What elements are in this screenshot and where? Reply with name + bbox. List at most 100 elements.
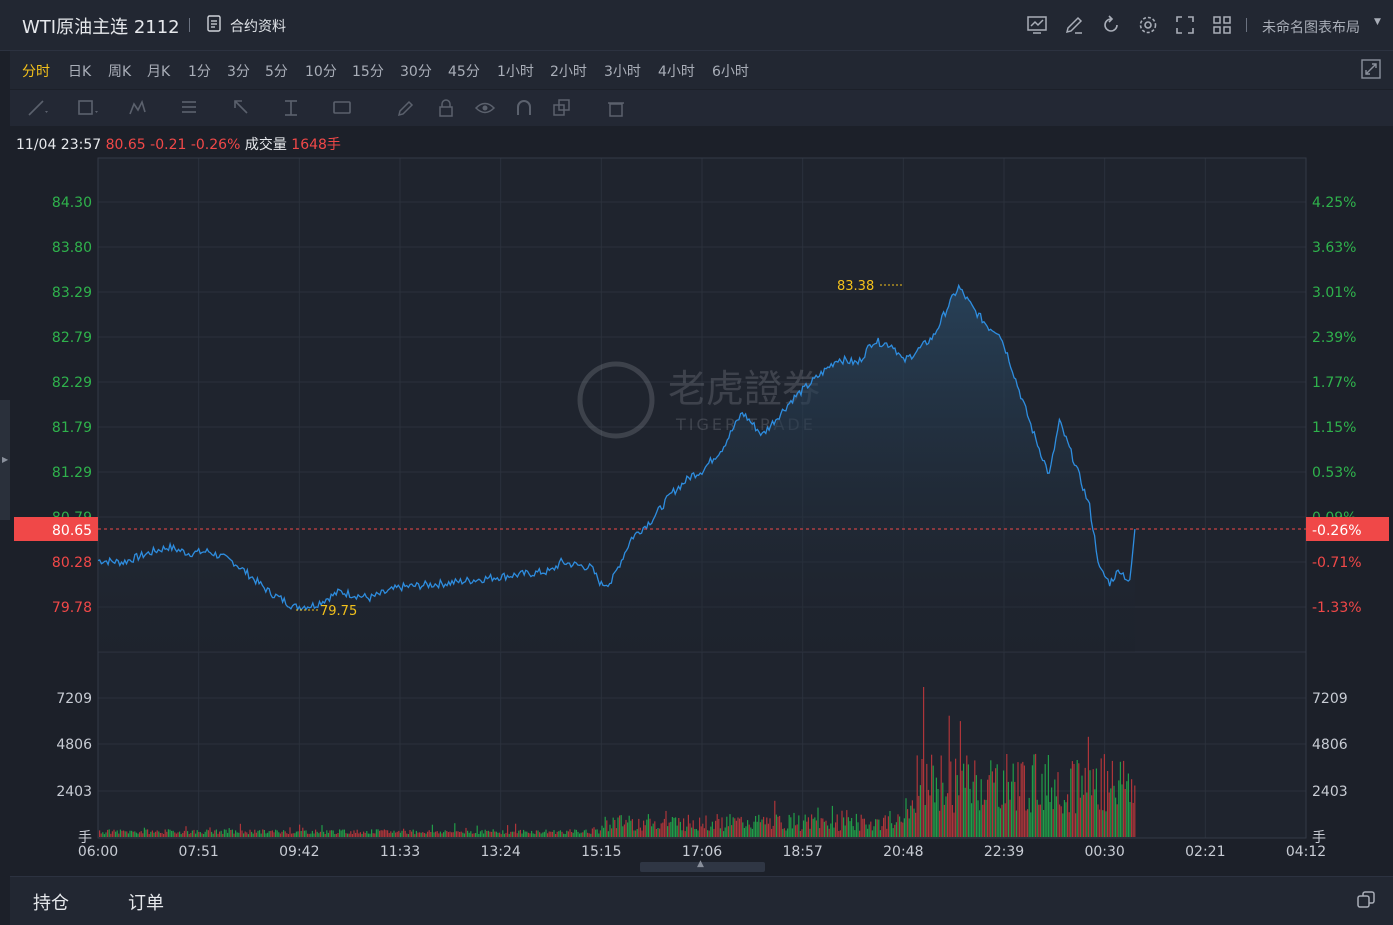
volume-bar <box>819 828 821 837</box>
volume-bar <box>873 826 875 837</box>
volume-bar <box>1025 810 1027 837</box>
volume-bar <box>489 831 491 837</box>
volume-bar <box>897 814 899 837</box>
volume-bar <box>643 820 645 837</box>
panel-collapse-handle[interactable]: ▲ <box>640 859 765 872</box>
period-tab[interactable]: 日K <box>68 64 92 80</box>
volume-bar <box>134 831 136 837</box>
expand-icon[interactable] <box>1361 59 1381 79</box>
volume-bar <box>611 828 613 837</box>
volume-bar <box>868 824 870 837</box>
period-tab[interactable]: 1分 <box>188 64 211 80</box>
volume-bar <box>331 830 333 837</box>
grid-icon[interactable] <box>1211 14 1233 36</box>
volume-bar <box>329 830 331 837</box>
fib-tool-icon[interactable] <box>180 98 202 118</box>
period-tab[interactable]: 2小时 <box>550 64 587 80</box>
period-tab[interactable]: 30分 <box>400 64 432 80</box>
eye-icon[interactable] <box>474 98 496 118</box>
volume-bar <box>342 829 344 837</box>
volume-bar <box>737 817 739 837</box>
tab-positions[interactable]: 持仓 <box>33 893 69 914</box>
volume-bar <box>700 826 702 837</box>
volume-bar <box>364 832 366 837</box>
tab-orders[interactable]: 订单 <box>128 893 164 914</box>
volume-bar <box>211 831 213 837</box>
refresh-icon[interactable] <box>1100 14 1122 36</box>
magnet-icon[interactable] <box>513 98 535 118</box>
left-panel-toggle[interactable]: ▶ <box>0 400 10 520</box>
caret-down-icon[interactable]: ▼ <box>1374 17 1381 27</box>
volume-bar <box>655 829 657 837</box>
measure-tool-icon[interactable] <box>282 98 304 118</box>
period-tab[interactable]: 月K <box>147 64 171 80</box>
volume-bar <box>433 832 435 837</box>
volume-bar <box>867 828 869 837</box>
period-tab[interactable]: 5分 <box>265 64 288 80</box>
volume-bar <box>1132 802 1134 837</box>
volume-bar <box>878 819 880 837</box>
volume-bar <box>230 830 232 837</box>
volume-bar <box>369 833 371 837</box>
period-tab[interactable]: 周K <box>108 64 132 80</box>
clone-icon[interactable] <box>551 98 573 118</box>
volume-bar <box>831 805 833 837</box>
volume-bar <box>657 828 659 837</box>
volume-bar <box>1068 812 1070 837</box>
volume-bar <box>665 810 667 837</box>
volume-bar <box>598 833 600 837</box>
period-tab[interactable]: 45分 <box>448 64 480 80</box>
volume-bar <box>1047 755 1049 837</box>
trash-icon[interactable] <box>605 98 627 118</box>
volume-bar <box>691 827 693 837</box>
volume-bar <box>287 834 289 837</box>
annotation-tool-icon[interactable] <box>332 98 354 118</box>
volume-bar <box>335 833 337 837</box>
chart-icon[interactable] <box>1026 14 1048 36</box>
pen-tool-icon[interactable] <box>395 98 417 118</box>
volume-bar <box>308 833 310 837</box>
settings-icon[interactable] <box>1137 14 1159 36</box>
volume-bar <box>817 807 819 837</box>
volume-bar <box>820 818 822 837</box>
period-tab[interactable]: 6小时 <box>712 64 749 80</box>
volume-bar <box>900 821 902 837</box>
layout-selector[interactable]: 未命名图表布局 <box>1262 20 1360 36</box>
period-tab[interactable]: 10分 <box>305 64 337 80</box>
volume-bar <box>771 828 773 837</box>
pattern-tool-icon[interactable] <box>128 98 150 118</box>
lock-icon[interactable] <box>435 98 457 118</box>
period-tab[interactable]: 1小时 <box>497 64 534 80</box>
volume-bar <box>1031 765 1033 837</box>
period-tab[interactable]: 15分 <box>352 64 384 80</box>
line-tool-icon[interactable] <box>26 98 48 118</box>
volume-bar <box>916 755 918 837</box>
volume-bar <box>625 819 627 837</box>
volume-bar <box>1099 809 1101 837</box>
volume-bar <box>1043 810 1045 837</box>
volume-bar <box>583 830 585 837</box>
fullscreen-icon[interactable] <box>1174 14 1196 36</box>
volume-bar <box>883 817 885 837</box>
document-icon[interactable] <box>207 15 221 32</box>
volume-bar <box>417 832 419 837</box>
copy-icon[interactable] <box>1356 890 1376 910</box>
period-tab[interactable]: 分时 <box>22 64 50 80</box>
volume-bar <box>123 830 125 837</box>
volume-bar <box>249 829 251 837</box>
rectangle-tool-icon[interactable] <box>76 98 98 118</box>
volume-bar <box>963 763 965 837</box>
volume-bar <box>507 825 509 837</box>
period-tab[interactable]: 4小时 <box>658 64 695 80</box>
volume-axis-label: 7209 <box>56 691 92 707</box>
volume-bar <box>483 833 485 837</box>
period-tab[interactable]: 3小时 <box>604 64 641 80</box>
volume-bar <box>273 832 275 837</box>
edit-icon[interactable] <box>1063 14 1085 36</box>
period-tab[interactable]: 3分 <box>227 64 250 80</box>
contract-info-button[interactable]: 合约资料 <box>230 19 286 35</box>
volume-bar <box>601 825 603 837</box>
arrow-tool-icon[interactable] <box>232 98 254 118</box>
volume-bar <box>305 830 307 837</box>
